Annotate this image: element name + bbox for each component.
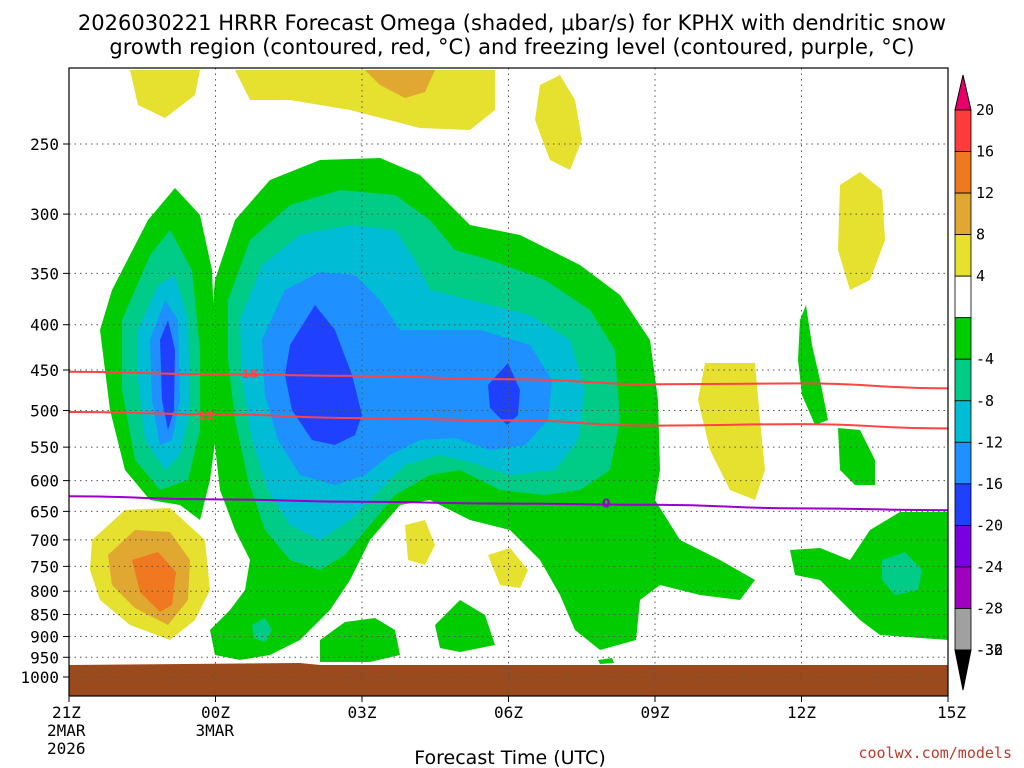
colorbar-label: -32 [976, 641, 1003, 659]
contour-freezing-level [69, 495, 948, 512]
colorbar-segment [954, 524, 972, 568]
x-tick-label: 03Z [348, 703, 377, 722]
x-tick-date: 2MAR [47, 721, 86, 740]
colorbar-label: -24 [976, 558, 1003, 576]
x-tick-year: 2026 [47, 739, 86, 758]
contour-label-dgz-lower: 12 [197, 409, 214, 423]
colorbar-segment [954, 192, 972, 236]
omega-region-teal [882, 552, 922, 595]
colorbar-segment [954, 151, 972, 194]
omega-region-yellow [130, 70, 200, 118]
y-axis: 250 300 350 400 450 500 550 600 650 700 750 800 850 9… [20, 135, 69, 687]
y-tick-label: 900 [30, 627, 59, 646]
colorbar-segment [954, 74, 972, 111]
x-tick-label: 00Z [201, 703, 230, 722]
colorbar-label: -20 [976, 516, 1003, 534]
colorbar-segment [954, 358, 972, 402]
colorbar-label: -16 [976, 475, 1003, 493]
omega-region-blue-dark [160, 320, 175, 430]
colorbar-label: 20 [976, 101, 994, 119]
y-tick-label: 300 [30, 205, 59, 224]
colorbar-segment [954, 608, 972, 651]
omega-region-green [798, 305, 828, 425]
x-tick-label: 12Z [787, 703, 816, 722]
omega-region-green [435, 600, 495, 652]
x-tick-label: 21Z [52, 703, 81, 722]
omega-region-yellow [235, 70, 495, 130]
credit-text: coolwx.com/models [858, 744, 1012, 762]
colorbar-segment [954, 649, 972, 691]
y-tick-label: 1000 [20, 668, 59, 687]
omega-region-green [598, 658, 614, 664]
omega-region-orange [132, 552, 176, 612]
y-tick-label: 400 [30, 316, 59, 335]
colorbar-label: -4 [976, 350, 994, 368]
omega-region-orange [365, 70, 435, 98]
omega-region-green [838, 428, 875, 485]
omega-region-yellow [405, 520, 435, 565]
y-tick-label: 750 [30, 557, 59, 576]
colorbar-label: -8 [976, 392, 994, 410]
colorbar: 20 16 12 8 4 -4 -8 -12 -16 -20 -24 -28 -32-36 [954, 74, 1003, 691]
x-tick-label: 15Z [937, 703, 966, 722]
contour-label-dgz-upper: 18 [241, 367, 258, 381]
omega-region-yellow [838, 172, 885, 290]
chart-title-line1: 2026030221 HRRR Forecast Omega (shaded, … [78, 11, 946, 35]
contour-label-freezing-level: 0 [602, 497, 610, 511]
colorbar-segment [954, 234, 972, 277]
colorbar-label: 8 [976, 226, 985, 244]
colorbar-segment [954, 275, 972, 319]
omega-region-green [790, 512, 948, 640]
omega-field [90, 70, 948, 664]
x-tick-label: 09Z [641, 703, 670, 722]
y-tick-label: 650 [30, 502, 59, 521]
contour-dgz-upper [69, 370, 948, 390]
x-tick-label: 06Z [494, 703, 523, 722]
colorbar-label: 12 [976, 184, 994, 202]
colorbar-label: 4 [976, 267, 985, 285]
chart-title-line2: growth region (contoured, red, °C) and f… [109, 35, 914, 59]
contour-lines: 18 12 0 [69, 367, 948, 512]
colorbar-segment [954, 317, 972, 360]
colorbar-label: -12 [976, 433, 1003, 451]
y-tick-label: 500 [30, 402, 59, 421]
y-tick-label: 350 [30, 264, 59, 283]
contour-dgz-lower [69, 411, 948, 430]
colorbar-label: -28 [976, 599, 1003, 617]
y-tick-label: 450 [30, 361, 59, 380]
y-tick-label: 600 [30, 472, 59, 491]
omega-region-green [320, 618, 400, 662]
omega-region-yellow [535, 75, 582, 170]
colorbar-label: -36 [976, 641, 1003, 659]
colorbar-segment [954, 566, 972, 609]
omega-region-yellow [488, 548, 528, 588]
colorbar-segment [954, 483, 972, 526]
y-tick-label: 550 [30, 438, 59, 457]
y-tick-label: 250 [30, 135, 59, 154]
y-tick-label: 800 [30, 582, 59, 601]
colorbar-segment [954, 441, 972, 485]
x-axis-title: Forecast Time (UTC) [414, 747, 605, 768]
y-tick-label: 850 [30, 606, 59, 625]
y-tick-label: 950 [30, 648, 59, 667]
colorbar-segment [954, 109, 972, 152]
x-tick-date: 3MAR [196, 721, 235, 740]
omega-region-yellow [698, 363, 765, 500]
y-tick-label: 700 [30, 531, 59, 550]
colorbar-segment [954, 400, 972, 443]
colorbar-label: 16 [976, 143, 994, 161]
